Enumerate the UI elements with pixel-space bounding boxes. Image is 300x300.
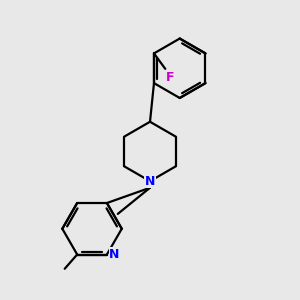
Text: N: N bbox=[109, 248, 120, 261]
Text: N: N bbox=[145, 175, 155, 188]
Text: F: F bbox=[166, 71, 175, 84]
